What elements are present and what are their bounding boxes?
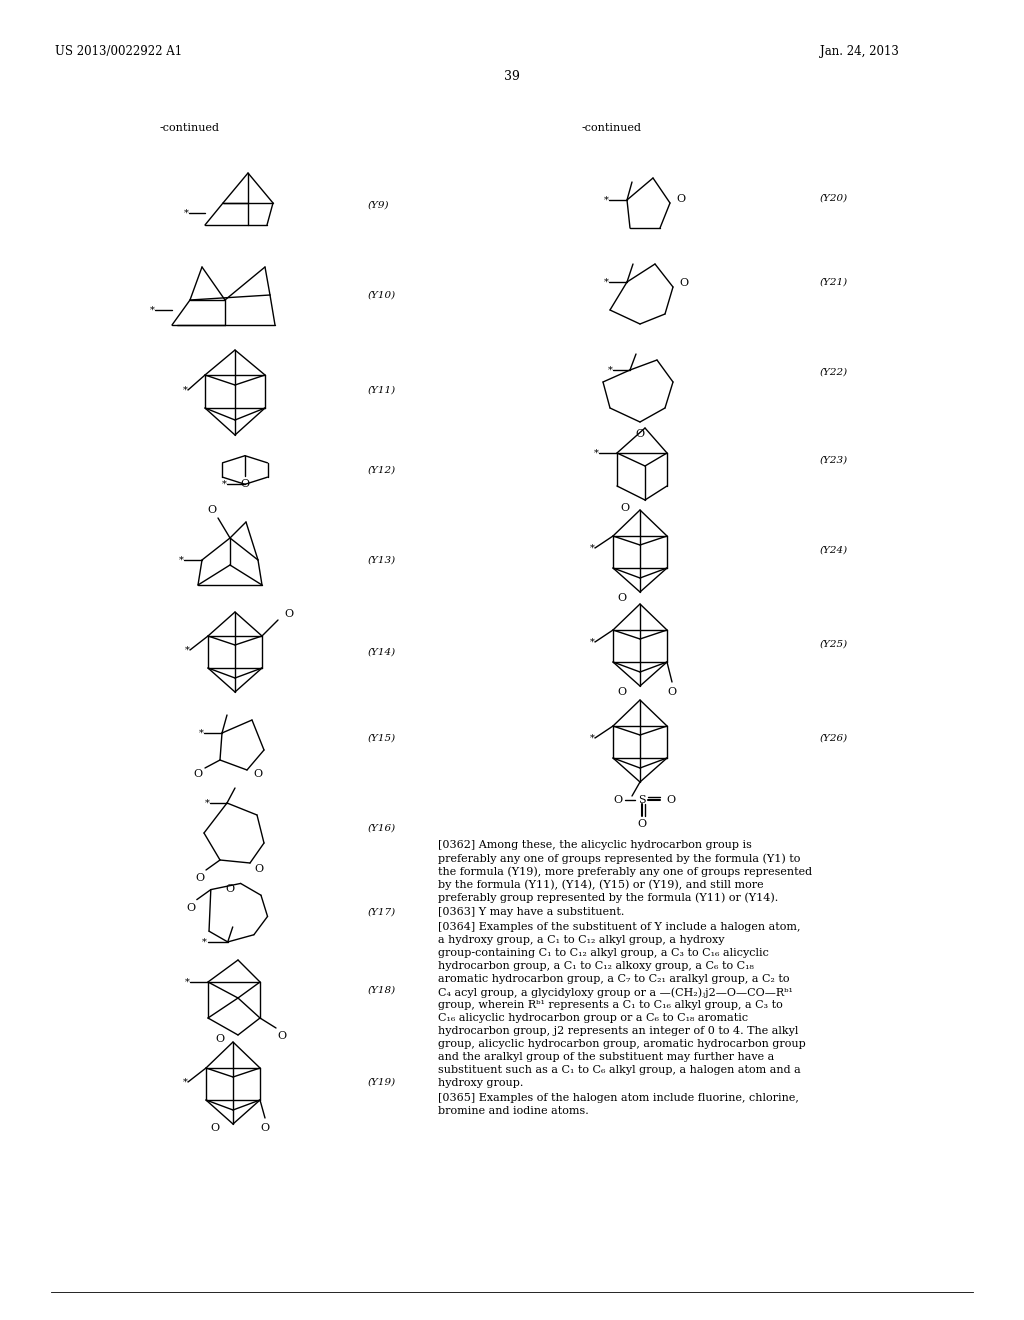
Text: O: O: [637, 818, 646, 829]
Text: (Y16): (Y16): [368, 824, 396, 833]
Text: *: *: [590, 544, 595, 553]
Text: O: O: [621, 503, 630, 513]
Text: O: O: [225, 884, 234, 895]
Text: (Y23): (Y23): [820, 455, 848, 465]
Text: O: O: [260, 1123, 269, 1133]
Text: O: O: [617, 593, 627, 603]
Text: (Y15): (Y15): [368, 734, 396, 742]
Text: 39: 39: [504, 70, 520, 82]
Text: group, wherein Rᵇ¹ represents a C₁ to C₁₆ alkyl group, a C₃ to: group, wherein Rᵇ¹ represents a C₁ to C₁…: [438, 1001, 782, 1010]
Text: (Y13): (Y13): [368, 556, 396, 565]
Text: (Y9): (Y9): [368, 201, 389, 210]
Text: O: O: [241, 479, 250, 488]
Text: *: *: [607, 366, 612, 375]
Text: (Y21): (Y21): [820, 277, 848, 286]
Text: *: *: [150, 305, 155, 314]
Text: [0365] Examples of the halogen atom include fluorine, chlorine,: [0365] Examples of the halogen atom incl…: [438, 1093, 799, 1104]
Text: O: O: [668, 686, 677, 697]
Text: hydroxy group.: hydroxy group.: [438, 1078, 523, 1088]
Text: (Y22): (Y22): [820, 367, 848, 376]
Text: O: O: [617, 686, 627, 697]
Text: O: O: [215, 1034, 224, 1044]
Text: hydrocarbon group, j2 represents an integer of 0 to 4. The alkyl: hydrocarbon group, j2 represents an inte…: [438, 1026, 799, 1036]
Text: bromine and iodine atoms.: bromine and iodine atoms.: [438, 1106, 589, 1115]
Text: *: *: [199, 729, 204, 738]
Text: *: *: [182, 385, 187, 395]
Text: (Y10): (Y10): [368, 290, 396, 300]
Text: (Y12): (Y12): [368, 466, 396, 474]
Text: *: *: [221, 479, 226, 488]
Text: (Y26): (Y26): [820, 734, 848, 742]
Text: the formula (Y19), more preferably any one of groups represented: the formula (Y19), more preferably any o…: [438, 866, 812, 876]
Text: (Y25): (Y25): [820, 639, 848, 648]
Text: *: *: [594, 449, 598, 458]
Text: C₄ acyl group, a glycidyloxy group or a —(CH₂)ⱼj2—O—CO—Rᵇ¹: C₄ acyl group, a glycidyloxy group or a …: [438, 987, 793, 998]
Text: *: *: [184, 978, 189, 986]
Text: aromatic hydrocarbon group, a C₇ to C₂₁ aralkyl group, a C₂ to: aromatic hydrocarbon group, a C₇ to C₂₁ …: [438, 974, 790, 983]
Text: O: O: [196, 873, 205, 883]
Text: C₁₆ alicyclic hydrocarbon group or a C₆ to C₁₈ aromatic: C₁₆ alicyclic hydrocarbon group or a C₆ …: [438, 1012, 749, 1023]
Text: *: *: [590, 734, 595, 742]
Text: (Y17): (Y17): [368, 908, 396, 916]
Text: [0363] Y may have a substituent.: [0363] Y may have a substituent.: [438, 907, 625, 917]
Text: O: O: [253, 770, 262, 779]
Text: *: *: [590, 638, 595, 647]
Text: O: O: [284, 609, 293, 619]
Text: *: *: [603, 195, 608, 205]
Text: O: O: [613, 795, 623, 805]
Text: O: O: [679, 279, 688, 288]
Text: (Y24): (Y24): [820, 545, 848, 554]
Text: *: *: [178, 556, 183, 565]
Text: -continued: -continued: [582, 123, 642, 133]
Text: substituent such as a C₁ to C₆ alkyl group, a halogen atom and a: substituent such as a C₁ to C₆ alkyl gro…: [438, 1065, 801, 1074]
Text: group, alicyclic hydrocarbon group, aromatic hydrocarbon group: group, alicyclic hydrocarbon group, arom…: [438, 1039, 806, 1049]
Text: [0364] Examples of the substituent of Y include a halogen atom,: [0364] Examples of the substituent of Y …: [438, 921, 801, 932]
Text: (Y14): (Y14): [368, 648, 396, 656]
Text: [0362] Among these, the alicyclic hydrocarbon group is: [0362] Among these, the alicyclic hydroc…: [438, 840, 752, 850]
Text: Jan. 24, 2013: Jan. 24, 2013: [820, 45, 899, 58]
Text: *: *: [203, 937, 207, 946]
Text: hydrocarbon group, a C₁ to C₁₂ alkoxy group, a C₆ to C₁₈: hydrocarbon group, a C₁ to C₁₂ alkoxy gr…: [438, 961, 754, 972]
Text: (Y20): (Y20): [820, 194, 848, 202]
Text: (Y18): (Y18): [368, 986, 396, 994]
Text: O: O: [194, 770, 203, 779]
Text: O: O: [278, 1031, 287, 1041]
Text: (Y11): (Y11): [368, 385, 396, 395]
Text: preferably any one of groups represented by the formula (Y1) to: preferably any one of groups represented…: [438, 853, 801, 863]
Text: (Y19): (Y19): [368, 1077, 396, 1086]
Text: O: O: [254, 865, 263, 874]
Text: O: O: [636, 429, 644, 440]
Text: S: S: [638, 795, 646, 805]
Text: O: O: [211, 1123, 219, 1133]
Text: *: *: [205, 799, 210, 808]
Text: O: O: [666, 795, 675, 805]
Text: O: O: [676, 194, 685, 205]
Text: preferably group represented by the formula (Y11) or (Y14).: preferably group represented by the form…: [438, 892, 778, 903]
Text: O: O: [208, 506, 216, 515]
Text: US 2013/0022922 A1: US 2013/0022922 A1: [55, 45, 182, 58]
Text: a hydroxy group, a C₁ to C₁₂ alkyl group, a hydroxy: a hydroxy group, a C₁ to C₁₂ alkyl group…: [438, 935, 725, 945]
Text: group-containing C₁ to C₁₂ alkyl group, a C₃ to C₁₆ alicyclic: group-containing C₁ to C₁₂ alkyl group, …: [438, 948, 769, 958]
Text: O: O: [186, 903, 196, 912]
Text: *: *: [183, 209, 188, 218]
Text: *: *: [184, 645, 189, 655]
Text: and the aralkyl group of the substituent may further have a: and the aralkyl group of the substituent…: [438, 1052, 774, 1063]
Text: -continued: -continued: [160, 123, 220, 133]
Text: *: *: [603, 277, 608, 286]
Text: *: *: [182, 1077, 187, 1086]
Text: by the formula (Y11), (Y14), (Y15) or (Y19), and still more: by the formula (Y11), (Y14), (Y15) or (Y…: [438, 879, 764, 890]
